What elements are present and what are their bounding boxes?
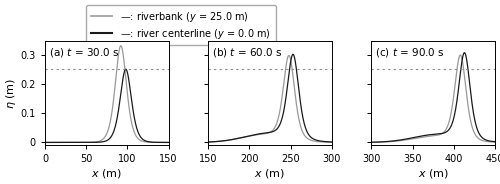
Text: (c) $t$ = 90.0 s: (c) $t$ = 90.0 s [375, 45, 445, 59]
Text: (a) $t$ = 30.0 s: (a) $t$ = 30.0 s [48, 45, 119, 59]
X-axis label: $x$ (m): $x$ (m) [418, 167, 448, 180]
Y-axis label: $\eta$ (m): $\eta$ (m) [4, 78, 18, 109]
X-axis label: $x$ (m): $x$ (m) [92, 167, 122, 180]
Legend: —: riverbank ($y$ = 25.0 m), —: river centerline ($y$ = 0.0 m): —: riverbank ($y$ = 25.0 m), —: river ce… [86, 5, 276, 45]
X-axis label: $x$ (m): $x$ (m) [254, 167, 286, 180]
Text: (b) $t$ = 60.0 s: (b) $t$ = 60.0 s [212, 45, 282, 59]
